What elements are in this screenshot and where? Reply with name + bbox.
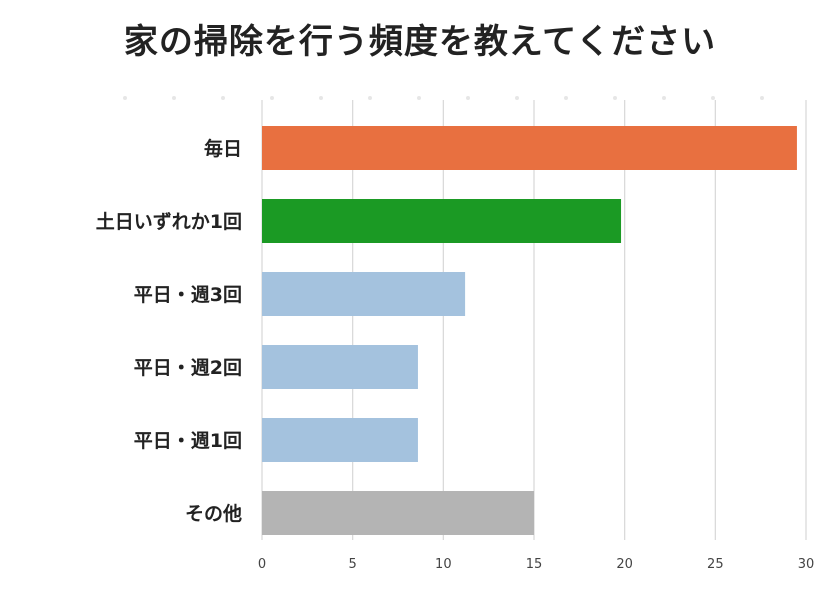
- top-dot: [662, 96, 666, 100]
- x-tick-label: 10: [435, 557, 452, 572]
- x-tick-label: 0: [258, 557, 266, 572]
- top-dot: [417, 96, 421, 100]
- top-dot: [172, 96, 176, 100]
- bar: [262, 418, 418, 462]
- bar: [262, 126, 797, 170]
- category-label: 土日いずれか1回: [96, 211, 242, 233]
- category-label: 毎日: [204, 137, 242, 160]
- top-dot: [515, 96, 519, 100]
- category-label: その他: [185, 502, 242, 525]
- bar: [262, 491, 534, 535]
- grid-lines: [123, 96, 807, 540]
- category-label: 平日・週2回: [134, 357, 242, 379]
- category-label: 平日・週1回: [134, 430, 242, 452]
- top-dot: [613, 96, 617, 100]
- x-tick-label: 5: [349, 557, 357, 572]
- top-dot: [760, 96, 764, 100]
- top-dot: [466, 96, 470, 100]
- x-tick-label: 25: [707, 557, 724, 572]
- x-tick-label: 20: [616, 557, 633, 572]
- top-dot: [368, 96, 372, 100]
- x-tick-label: 15: [526, 557, 543, 572]
- x-tick-labels: 0 5 10 15 20 25 30: [258, 557, 814, 572]
- chart-title: 家の掃除を行う頻度を教えてください: [123, 22, 717, 62]
- bars: [262, 126, 797, 535]
- category-label: 平日・週3回: [134, 284, 242, 306]
- top-dot: [564, 96, 568, 100]
- bar: [262, 345, 418, 389]
- bar: [262, 199, 622, 243]
- top-dot: [270, 96, 274, 100]
- top-dot: [319, 96, 323, 100]
- top-dot: [123, 96, 127, 100]
- x-tick-label: 30: [798, 557, 815, 572]
- bar: [262, 272, 466, 316]
- top-dot: [711, 96, 715, 100]
- top-dot: [221, 96, 225, 100]
